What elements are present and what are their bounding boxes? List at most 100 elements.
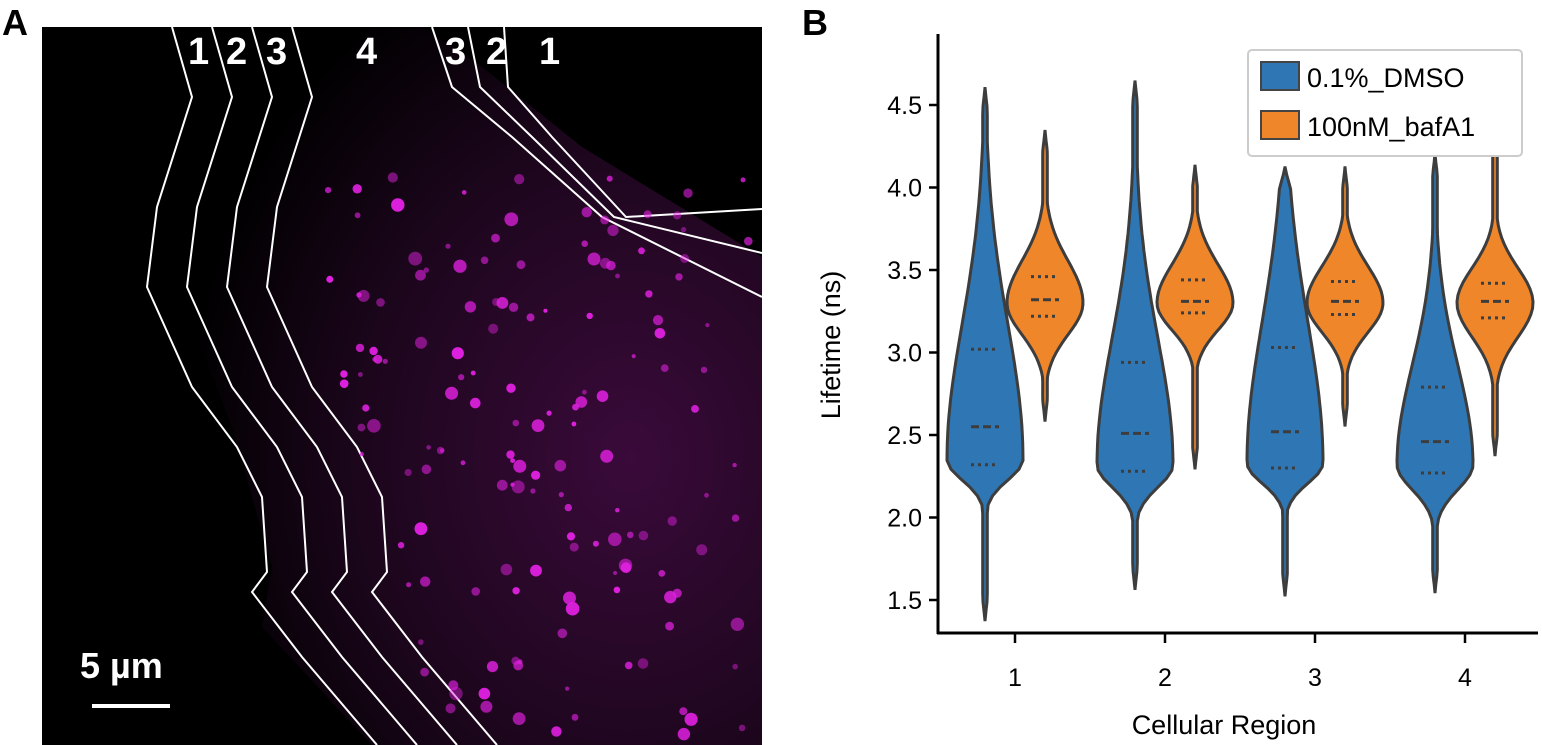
violin-dmso bbox=[1245, 166, 1325, 597]
legend-label-bafa1: 100nM_bafA1 bbox=[1307, 112, 1475, 142]
punctum bbox=[369, 346, 378, 356]
punctum bbox=[449, 686, 463, 701]
violin-chart: 1.5 2.0 2.5 3.0 3.5 4.0 4.5 1 2 3 4 Lifetime (ns)… bbox=[816, 34, 1538, 740]
punctum bbox=[513, 459, 527, 473]
legend-label-dmso: 0.1%_DMSO bbox=[1307, 63, 1465, 93]
y-tick-label: 2.0 bbox=[887, 505, 922, 533]
punctum bbox=[608, 532, 622, 547]
punctum bbox=[624, 661, 633, 670]
punctum bbox=[563, 591, 576, 605]
punctum bbox=[426, 445, 431, 450]
punctum bbox=[326, 275, 334, 283]
punctum bbox=[451, 347, 464, 360]
punctum bbox=[510, 458, 515, 463]
violin-dmso bbox=[1395, 153, 1475, 594]
punctum bbox=[700, 366, 708, 374]
punctum bbox=[471, 587, 481, 596]
punctum bbox=[408, 251, 423, 266]
punctum bbox=[436, 446, 445, 455]
punctum bbox=[600, 449, 614, 463]
punctum bbox=[557, 628, 568, 639]
x-ticks: 1 2 3 4 bbox=[1008, 634, 1472, 692]
region-label-4: 4 bbox=[356, 31, 378, 73]
punctum bbox=[613, 570, 618, 576]
punctum bbox=[453, 259, 467, 273]
punctum bbox=[517, 659, 523, 665]
punctum bbox=[631, 354, 636, 359]
punctum bbox=[571, 421, 577, 427]
punctum bbox=[530, 488, 536, 494]
punctum bbox=[420, 576, 431, 587]
punctum bbox=[586, 312, 593, 320]
punctum bbox=[592, 540, 599, 547]
punctum bbox=[554, 459, 567, 472]
region-label-right-1: 1 bbox=[539, 31, 561, 73]
punctum bbox=[397, 542, 405, 549]
punctum bbox=[732, 462, 737, 468]
punctum bbox=[458, 374, 465, 381]
scale-bar-label: 5 µm bbox=[80, 645, 163, 686]
punctum bbox=[421, 464, 432, 475]
punctum bbox=[352, 184, 362, 194]
x-axis-label: Cellular Region bbox=[1132, 710, 1317, 740]
y-tick-label: 4.0 bbox=[887, 175, 922, 203]
punctum bbox=[582, 389, 587, 395]
punctum bbox=[581, 240, 588, 247]
punctum bbox=[596, 390, 609, 403]
punctum bbox=[543, 308, 548, 313]
punctum bbox=[480, 256, 489, 265]
punctum bbox=[404, 468, 412, 477]
punctum bbox=[511, 480, 525, 494]
punctum bbox=[526, 313, 535, 322]
punctum bbox=[683, 188, 693, 198]
punctum bbox=[445, 386, 459, 400]
panel-letter-b: B bbox=[802, 2, 828, 43]
y-tick-label: 2.5 bbox=[887, 422, 922, 450]
legend-swatch-dmso bbox=[1260, 61, 1300, 91]
punctum bbox=[448, 680, 459, 691]
y-ticks: 1.5 2.0 2.5 3.0 3.5 4.0 4.5 bbox=[887, 92, 938, 615]
punctum bbox=[551, 726, 562, 737]
region-label-right-2: 2 bbox=[486, 31, 508, 73]
punctum bbox=[675, 273, 683, 281]
punctum bbox=[480, 700, 493, 713]
punctum bbox=[415, 336, 427, 349]
punctum bbox=[516, 260, 526, 270]
punctum bbox=[618, 558, 633, 572]
violin-dmso bbox=[945, 87, 1025, 622]
punctum bbox=[615, 508, 620, 513]
punctum bbox=[445, 243, 451, 249]
plot-area bbox=[945, 70, 1535, 622]
punctum bbox=[587, 252, 601, 266]
punctum bbox=[569, 542, 579, 552]
punctum bbox=[486, 661, 499, 673]
punctum bbox=[531, 470, 541, 480]
punctum bbox=[382, 358, 388, 364]
punctum bbox=[667, 516, 677, 526]
punctum bbox=[680, 254, 690, 263]
punctum bbox=[638, 247, 645, 255]
y-tick-label: 3.0 bbox=[887, 340, 922, 368]
legend-frame bbox=[1247, 49, 1523, 157]
punctum bbox=[731, 514, 740, 522]
punctum bbox=[564, 503, 572, 512]
punctum bbox=[415, 269, 426, 281]
punctum bbox=[508, 302, 519, 312]
punctum bbox=[488, 323, 499, 334]
punctum bbox=[514, 174, 525, 185]
punctum bbox=[373, 354, 383, 364]
punctum bbox=[470, 370, 476, 376]
punctum bbox=[627, 531, 634, 539]
y-tick-label: 3.5 bbox=[887, 257, 922, 285]
punctum bbox=[658, 570, 666, 577]
punctum bbox=[512, 419, 520, 427]
punctum bbox=[423, 267, 429, 273]
punctum bbox=[376, 298, 385, 307]
punctum bbox=[357, 289, 370, 302]
punctum bbox=[606, 175, 613, 182]
punctum bbox=[581, 207, 592, 218]
violin-dmso bbox=[1095, 80, 1175, 590]
punctum bbox=[406, 582, 412, 588]
punctum bbox=[357, 423, 366, 432]
punctum bbox=[677, 727, 691, 741]
